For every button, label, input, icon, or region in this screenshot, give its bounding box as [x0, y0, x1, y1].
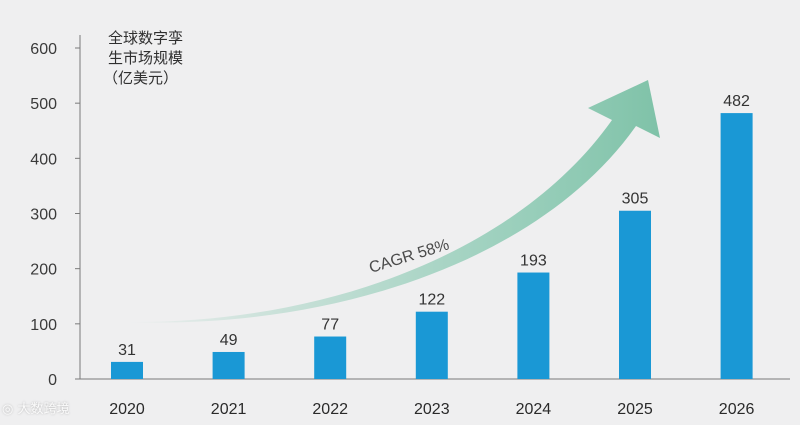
- y-tick-label: 600: [30, 41, 57, 58]
- y-tick-label: 500: [30, 96, 57, 113]
- y-axis-label-line-1: 全球数字孪: [108, 29, 183, 47]
- value-label-2024: 193: [520, 253, 547, 270]
- y-tick-label: 300: [30, 207, 57, 224]
- value-label-2022: 77: [321, 317, 339, 334]
- value-label-2020: 31: [118, 342, 136, 359]
- value-label-2025: 305: [622, 191, 649, 208]
- value-label-2021: 49: [220, 332, 238, 349]
- bar-2023: [415, 311, 448, 379]
- y-tick-label: 200: [30, 262, 57, 279]
- watermark-text: 大数跨境: [17, 402, 70, 417]
- bar-2022: [314, 336, 347, 379]
- value-label-2026: 482: [723, 93, 750, 110]
- x-tick-label-2020: 2020: [109, 401, 145, 418]
- eye-logo-icon: ◎: [2, 402, 14, 417]
- growth-arrow: [125, 80, 660, 323]
- y-axis-label-line-3: （亿美元）: [103, 69, 178, 87]
- x-tick-label-2024: 2024: [516, 401, 552, 418]
- growth-arrow-shape: [125, 80, 660, 323]
- bar-2020: [111, 361, 143, 379]
- y-axis-label-line-2: 生市场规模: [108, 49, 183, 67]
- watermark: ◎ 大数跨境: [2, 398, 70, 417]
- bar-2021: [212, 351, 245, 379]
- bar-2026: [720, 113, 753, 379]
- bar-2025: [619, 210, 651, 379]
- x-tick-label-2023: 2023: [414, 401, 450, 418]
- value-label-2023: 122: [418, 292, 445, 309]
- y-tick-label: 100: [30, 317, 57, 334]
- y-tick-label: 400: [30, 151, 57, 168]
- y-axis-label: 全球数字孪 生市场规模 （亿美元）: [103, 29, 183, 87]
- x-tick-label-2022: 2022: [312, 401, 348, 418]
- bar-2024: [517, 272, 550, 379]
- x-tick-label-2026: 2026: [719, 401, 755, 418]
- x-tick-label-2025: 2025: [617, 401, 653, 418]
- x-tick-label-2021: 2021: [211, 401, 247, 418]
- y-tick-label: 0: [48, 372, 57, 389]
